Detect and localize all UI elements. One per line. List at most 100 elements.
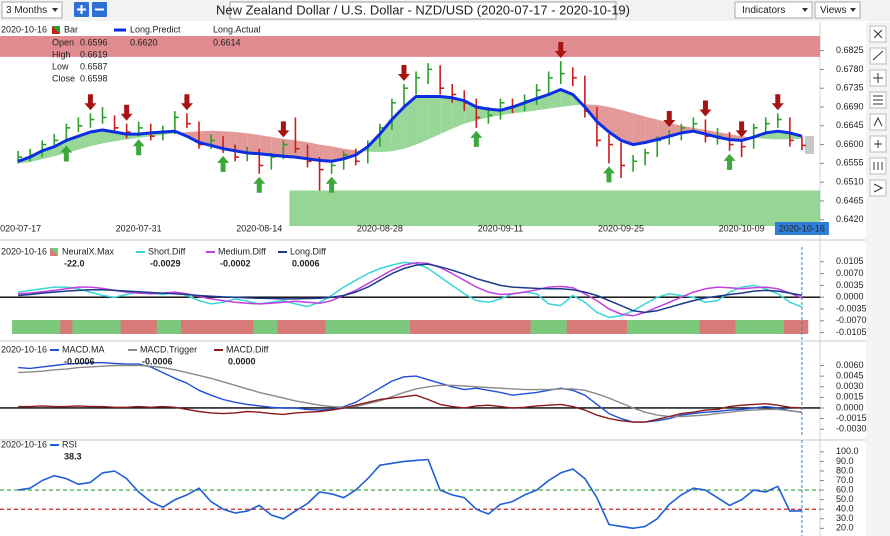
neuralx-cell	[566, 320, 580, 334]
cloud-segment	[343, 148, 356, 159]
y-tick-label: 0.0030	[836, 381, 864, 391]
scroll-handle[interactable]	[805, 136, 814, 154]
down-arrow	[84, 94, 97, 111]
y-tick-label: 0.0000	[836, 292, 864, 302]
neuralx-cell	[615, 320, 628, 334]
neuralx-cell	[72, 320, 85, 334]
legend-value: -0.0006	[142, 356, 173, 366]
zoom-out-button[interactable]	[92, 2, 107, 17]
up-arrow	[602, 166, 615, 183]
tool-icon	[872, 50, 884, 61]
cloud-segment	[319, 144, 332, 162]
neuralx-cell	[373, 320, 387, 334]
legend-name: Short.Diff	[148, 246, 186, 256]
neuralx-cell	[482, 320, 495, 334]
neuralx-cell	[205, 320, 218, 334]
down-arrow	[699, 100, 712, 117]
cloud-segment	[645, 116, 658, 143]
neuralx-cell	[410, 320, 423, 334]
neuralx-cell	[48, 320, 61, 334]
legend-value: -22.0	[64, 258, 85, 268]
neuralx-cell	[470, 320, 483, 334]
neuralx-cell	[337, 320, 351, 334]
y-tick-label: 0.6600	[836, 139, 864, 149]
legend-name: Medium.Diff	[218, 246, 266, 256]
y-tick-label: 0.6645	[836, 120, 864, 130]
macd-line	[18, 394, 802, 423]
x-tick-label: 2020-09-11	[478, 223, 523, 233]
indicators-dropdown[interactable]: Indicators	[734, 1, 813, 19]
y-tick-label: 0.0060	[836, 360, 864, 370]
legend-value: -0.0006	[64, 356, 95, 366]
neuralx-cell	[771, 320, 785, 334]
legend-date: 2020-10-16	[1, 344, 47, 354]
ohlc-label: Close	[52, 73, 75, 83]
tool-icon	[873, 183, 884, 193]
y-tick-label: 0.6510	[836, 177, 864, 187]
neuralx-cell	[156, 320, 170, 334]
y-tick-label: 0.6555	[836, 158, 864, 168]
y-tick-label: 0.6780	[836, 64, 864, 74]
up-arrow	[132, 139, 145, 156]
neuralx-cell	[434, 320, 447, 334]
views-dropdown[interactable]: Views	[814, 1, 861, 19]
cloud-segment	[90, 129, 103, 147]
y-tick-label: -0.0030	[836, 424, 867, 434]
y-tick-label: -0.0105	[836, 327, 867, 337]
period-dropdown[interactable]: 3 Months	[1, 1, 63, 19]
down-arrow	[735, 121, 748, 138]
x-tick-label: 2020-09-25	[598, 223, 644, 233]
tool-icon	[873, 73, 883, 83]
cloud-segment	[403, 96, 417, 149]
dropdown-box	[1, 1, 63, 19]
tool-button[interactable]	[869, 179, 887, 197]
rsi-line	[17, 458, 802, 530]
y-tick-label: 0.0045	[836, 371, 864, 381]
neuralx-cell	[711, 320, 724, 334]
cloud-segment	[596, 104, 609, 133]
cloud-segment	[416, 96, 429, 145]
legend-value: 0.6620	[130, 37, 158, 47]
neuralx-cell	[180, 320, 194, 334]
diff-line	[18, 263, 803, 314]
neuralx-cell	[723, 320, 736, 334]
neuralx-cell	[602, 320, 616, 334]
long-predict-line	[17, 88, 803, 163]
neuralx-cell	[578, 320, 592, 334]
x-tick-label: 2020-10-09	[719, 223, 765, 233]
title-box	[229, 1, 617, 20]
y-tick-label: 0.6420	[836, 214, 864, 224]
neuralx-cell	[217, 320, 230, 334]
y-tick-label: 30.0	[836, 513, 854, 523]
neuralx-cell	[301, 320, 314, 334]
cursor-date-label: 2020-10-16	[779, 223, 825, 233]
y-tick-label: 70.0	[836, 475, 854, 485]
zoom-in-button[interactable]	[74, 2, 89, 17]
cloud-segment	[211, 130, 224, 149]
legend-name: MACD.MA	[62, 344, 105, 354]
legend-name: MACD.Trigger	[140, 344, 197, 354]
neuralx-cell	[518, 320, 531, 334]
tool-icon	[873, 116, 883, 127]
up-arrow	[60, 145, 73, 162]
ohlc-value: 0.6587	[80, 61, 108, 71]
cloud-segment	[259, 134, 272, 156]
up-arrow	[470, 130, 483, 147]
down-arrow	[277, 121, 290, 138]
neuralx-cell	[144, 320, 158, 334]
neuralx-cell	[675, 320, 688, 334]
neuralx-cell	[385, 320, 399, 334]
tool-icon	[873, 162, 883, 170]
neuralx-cell	[349, 320, 363, 334]
down-arrow	[180, 94, 193, 111]
y-tick-label: 0.0000	[836, 402, 864, 412]
neuralx-cell	[241, 320, 254, 334]
neuralx-cell	[289, 320, 302, 334]
tool-button[interactable]	[869, 113, 887, 131]
neuralx-cell	[783, 320, 797, 334]
legend-icon	[50, 248, 58, 256]
neuralx-cell	[422, 320, 435, 334]
ohlc-value: 0.6598	[80, 73, 108, 83]
